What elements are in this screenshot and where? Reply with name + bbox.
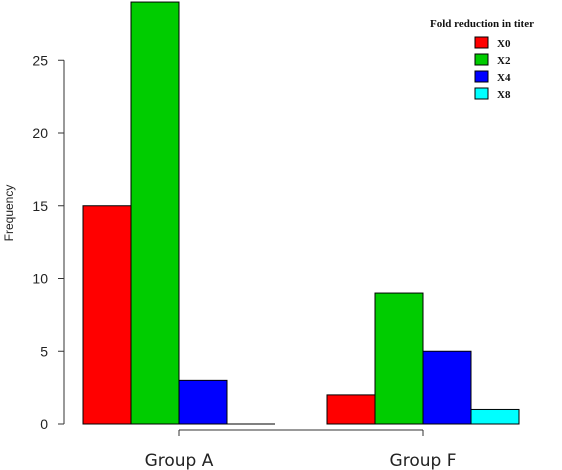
bar-x4-1 xyxy=(422,350,472,425)
bar-x0-0 xyxy=(82,205,132,425)
legend: Fold reduction in titer X0 X2 X4 X8 xyxy=(430,18,534,101)
legend-label-x8: X8 xyxy=(497,89,511,101)
bar-x4-0 xyxy=(178,379,228,425)
y-tick-label: 5 xyxy=(40,343,48,359)
legend-label-x0: X0 xyxy=(497,38,511,50)
y-tick-label: 25 xyxy=(32,52,48,68)
bar-x2-0 xyxy=(130,1,180,425)
legend-swatch-x0 xyxy=(474,36,489,49)
y-tick-label: 10 xyxy=(32,271,48,287)
bar-x2-1 xyxy=(374,292,424,425)
y-tick-label: 20 xyxy=(32,125,48,141)
y-tick-label: 0 xyxy=(40,416,48,432)
y-axis: 0 5 10 15 20 25 xyxy=(32,52,65,432)
y-axis-label: Frequency xyxy=(2,185,16,242)
bar-x0-1 xyxy=(326,394,376,425)
x-axis: Group A Group F xyxy=(145,429,457,470)
bar-x8-1 xyxy=(470,408,520,425)
legend-label-x4: X4 xyxy=(497,72,511,84)
legend-swatch-x2 xyxy=(474,53,489,66)
y-tick-label: 15 xyxy=(32,198,48,214)
legend-label-x2: X2 xyxy=(497,55,511,67)
bars xyxy=(82,1,520,425)
x-category-label: Group A xyxy=(145,451,214,470)
legend-swatch-x4 xyxy=(474,70,489,83)
legend-swatch-x8 xyxy=(474,87,489,100)
x-category-label: Group F xyxy=(390,451,457,470)
legend-title: Fold reduction in titer xyxy=(430,18,534,30)
